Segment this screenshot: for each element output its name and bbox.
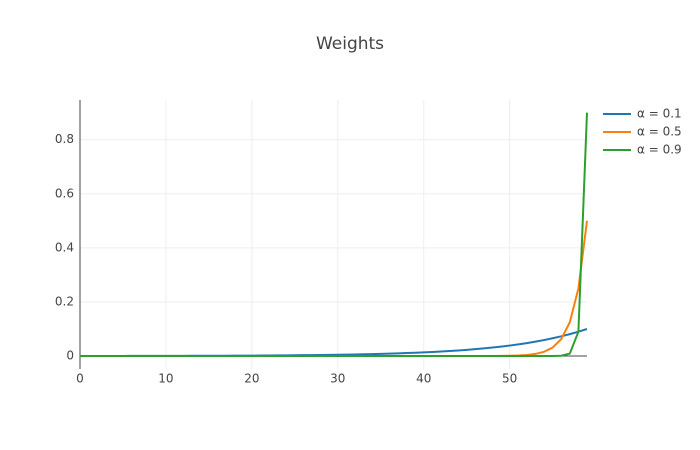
x-tick-label: 50 <box>502 372 517 386</box>
line <box>80 220 588 358</box>
y-tick-label: 0.6 <box>55 186 74 200</box>
x-tick-label: 0 <box>76 372 84 386</box>
y-tick-label: 0.2 <box>55 294 74 308</box>
line <box>80 112 588 358</box>
x-tick-label: 10 <box>158 372 173 386</box>
legend-label: α = 0.5 <box>637 125 682 139</box>
y-tick-label: 0.8 <box>55 132 74 146</box>
y-tick-label: 0.4 <box>55 240 74 254</box>
x-tick-label: 40 <box>416 372 431 386</box>
x-tick-label: 20 <box>244 372 259 386</box>
line <box>80 328 588 357</box>
y-tick-label: 0 <box>66 349 74 363</box>
legend-label: α = 0.1 <box>637 107 682 121</box>
legend-label: α = 0.9 <box>637 143 682 157</box>
chart-title: Weights <box>316 34 384 54</box>
x-tick-label: 30 <box>330 372 345 386</box>
